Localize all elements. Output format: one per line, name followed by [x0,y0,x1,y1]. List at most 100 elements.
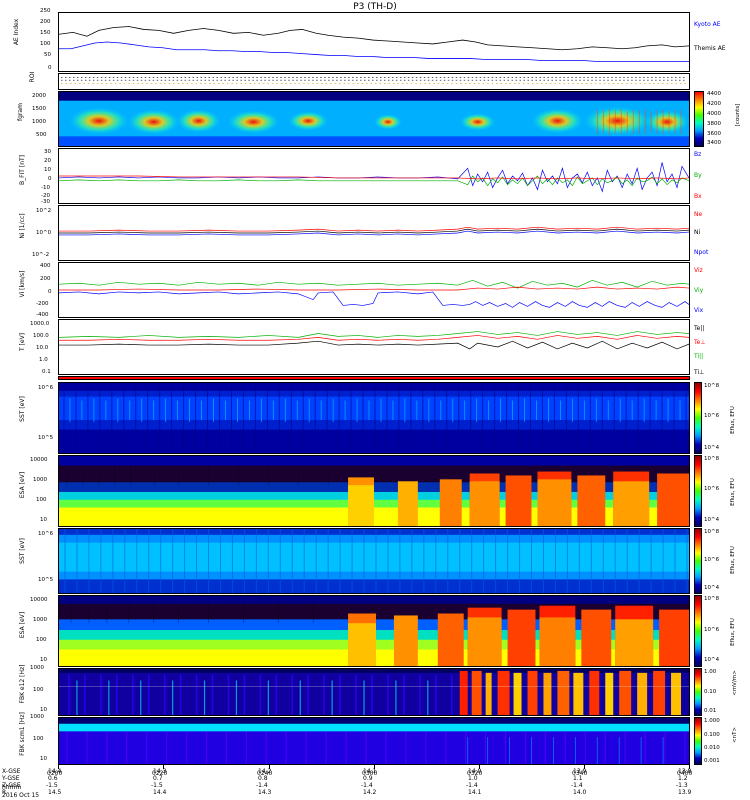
colorbar-esa-e [694,455,702,527]
aux-y-gse-2: 0.8 [258,775,268,782]
xaxis-date-label: 2016 Oct 15 [2,792,40,799]
cbtick-esae-6: 10^6 [704,486,720,492]
ylabel-b-fit: B_FIT [nT] [19,154,26,186]
xtick-label-0300: 0300 [362,770,378,777]
legend-viz: Viz [694,267,703,274]
ytick-esae-1000: 1000 [33,477,47,483]
aux-r-4: 14.1 [468,789,482,796]
ylabel-ni: Ni [1/cc] [19,213,26,239]
ytick-ssti-6: 10^6 [38,531,54,537]
aux-z-gse-0: -1.5 [46,782,58,789]
panel-ni [58,205,690,261]
cbtick-fbke-1: 1.00 [704,669,717,675]
ytick-ni-0: 10^0 [36,230,52,236]
legend-bx: Bx [694,193,702,200]
legend-ti-par: Ti|| [694,353,704,360]
ylabel-sst-i: SST [eV] [19,538,26,564]
ylabel-sst-e: SST [eV] [19,396,26,422]
ytick-b-30: 30 [44,149,51,155]
aux-y-gse-6: 1.2 [678,775,688,782]
ytick-t-10: 10.0 [36,345,49,351]
ytick-ae-150: 150 [40,30,51,36]
ylabel-esa-e: ESA [eV] [19,471,26,499]
ytick-b-0: 0 [48,176,52,182]
aux-x-gse-4: 14.0 [468,768,482,775]
ytick-t-1: 1.0 [39,357,48,363]
xtick-label-0340: 0340 [572,770,588,777]
ytick-ae-0: 0 [48,65,52,71]
cbunit-esa-e: Eflux, EFU [730,478,736,506]
aux-y-gse-0: 0.6 [48,775,58,782]
legend-kyoto-ae: Kyoto AE [694,21,721,28]
ytick-fbkb-100: 100 [33,736,44,742]
aux-x-gse-6: 13.8 [678,768,692,775]
aux-z-gse-1: -1.5 [151,782,163,789]
ytick-ni-m2: 10^-2 [32,252,50,258]
aux-z-gse-2: -1.4 [256,782,268,789]
xaxis-hhmm-label: hhmm [2,784,22,791]
aux-r-5: 14.0 [573,789,587,796]
ylabel-temperature: T [eV] [19,332,26,352]
legend-vix: Vix [694,307,704,314]
aux-z-gse-6: -1.3 [676,782,688,789]
aux-label-r: R [2,789,7,796]
ytick-esai-10000: 10000 [30,597,48,603]
cbtick-esai-4: 10^4 [704,657,720,663]
aux-z-gse-5: -1.4 [571,782,583,789]
colorbar-fgram [694,91,704,147]
aux-x-gse-3: 14.1 [363,768,377,775]
ytick-fbke-100: 100 [33,687,44,693]
aux-label-z-gse: Z-GSE [2,782,21,789]
cbtick-sste-4: 10^4 [704,445,720,451]
cbtick-ssti-4: 10^4 [704,585,720,591]
ylabel-ae-index: AE Index [13,18,20,46]
separator-bar [58,376,690,380]
ytick-fgram-2000: 2000 [32,93,46,99]
page-title: P3 (TH-D) [353,2,397,12]
aux-r-1: 14.4 [153,789,167,796]
cbtick-fbke-01: 0.10 [704,689,717,695]
cbunit-fbk-e: <mV/m> [732,670,738,696]
ylabel-vi: Vi [km/s] [19,270,26,298]
legend-npot: Npot [694,249,709,256]
cbtick-fgram-4000: 4000 [707,111,721,117]
ylabel-fbk-b: FBK scm1 [Hz] [19,712,26,756]
ytick-t-1000: 1000.0 [30,321,50,327]
ytick-vi-m200: -200 [36,301,49,307]
ytick-ni-2: 10^2 [36,208,52,214]
ytick-vi-0: 0 [48,289,52,295]
cbunit-esa-i: Eflux, EFU [730,618,736,646]
ytick-t-01: 0.1 [42,369,51,375]
colorbar-sst-i [694,528,702,594]
cbtick-fbkb-01: 0.100 [704,732,720,738]
cbtick-fgram-3800: 3800 [707,121,721,127]
ytick-vi-m400: -400 [36,312,49,318]
panel-sst-e [58,382,690,454]
cbtick-esae-4: 10^4 [704,517,720,523]
ytick-sste-5: 10^5 [38,435,54,441]
aux-y-gse-5: 1.1 [573,775,583,782]
legend-te-par: Te|| [694,325,705,332]
ytick-fgram-1500: 1500 [32,106,46,112]
aux-r-0: 14.5 [48,789,62,796]
ytick-esae-10000: 10000 [30,457,48,463]
ytick-b-m30: -30 [41,199,50,205]
panel-esa-e [58,455,690,527]
cbtick-ssti-8: 10^8 [704,529,720,535]
legend-ni: Ni [694,229,701,236]
cbtick-fgram-4400: 4400 [707,91,721,97]
cbtick-fbke-001: 0.01 [704,708,717,714]
aux-y-gse-1: 0.7 [153,775,163,782]
ytick-ae-100: 100 [40,41,51,47]
ytick-ae-50: 50 [44,52,51,58]
aux-z-gse-3: -1.4 [361,782,373,789]
xtick-label-0240: 0240 [257,770,273,777]
panel-temperature [58,319,690,375]
cbtick-fgram-3400: 3400 [707,140,721,146]
cbtick-esai-8: 10^8 [704,596,720,602]
legend-bz: Bz [694,151,702,158]
ytick-ssti-5: 10^5 [38,577,54,583]
panel-vi [58,262,690,318]
colorbar-esa-i [694,595,702,667]
